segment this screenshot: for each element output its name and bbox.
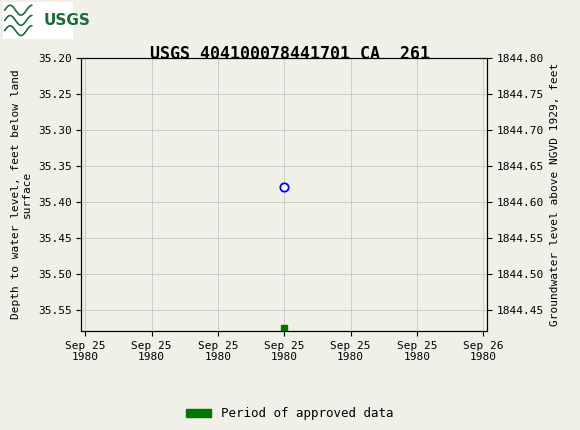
Text: USGS: USGS [44, 13, 90, 28]
FancyBboxPatch shape [3, 2, 72, 39]
Text: USGS 404100078441701 CA  261: USGS 404100078441701 CA 261 [150, 45, 430, 63]
Legend: Period of approved data: Period of approved data [181, 402, 399, 425]
Y-axis label: Depth to water level, feet below land
surface: Depth to water level, feet below land su… [10, 70, 32, 319]
Y-axis label: Groundwater level above NGVD 1929, feet: Groundwater level above NGVD 1929, feet [550, 63, 560, 326]
